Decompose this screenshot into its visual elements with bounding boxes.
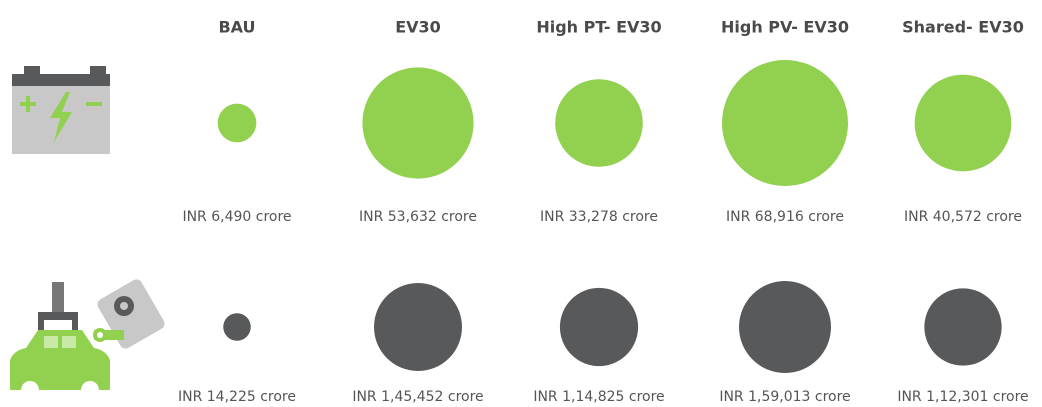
column-header: EV30 (395, 18, 441, 37)
column-header: High PV- EV30 (721, 18, 849, 37)
bubble (362, 67, 474, 179)
bubble (559, 287, 639, 367)
column-header: High PT- EV30 (536, 18, 661, 37)
column-header: BAU (218, 18, 255, 37)
value-label: INR 40,572 crore (904, 209, 1022, 225)
value-label: INR 33,278 crore (540, 209, 658, 225)
value-label: INR 1,14,825 crore (533, 389, 664, 405)
value-label: INR 1,59,013 crore (719, 389, 850, 405)
bubble (374, 283, 462, 371)
bubble (223, 313, 251, 341)
bubble (914, 74, 1012, 172)
bubble (924, 288, 1002, 366)
factory-icon (10, 279, 165, 399)
bubble (555, 79, 643, 167)
value-label: INR 1,12,301 crore (897, 389, 1028, 405)
value-label: INR 1,45,452 crore (352, 389, 483, 405)
battery-icon (12, 66, 110, 154)
bubble (722, 60, 848, 186)
value-label: INR 14,225 crore (178, 389, 296, 405)
value-label: INR 53,632 crore (359, 209, 477, 225)
value-label: INR 68,916 crore (726, 209, 844, 225)
column-header: Shared- EV30 (902, 18, 1024, 37)
bubble (217, 103, 257, 143)
value-label: INR 6,490 crore (182, 209, 291, 225)
bubble (739, 281, 831, 373)
